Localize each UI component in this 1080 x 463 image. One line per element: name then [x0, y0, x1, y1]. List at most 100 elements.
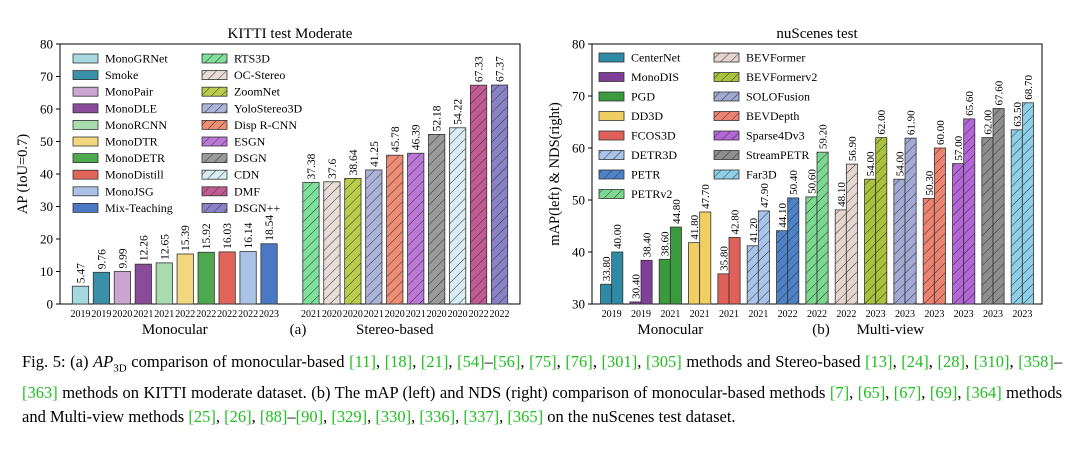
- data-label: 67.60: [994, 80, 1006, 105]
- ref-link[interactable]: [7]: [829, 382, 850, 402]
- ref-link[interactable]: [13]: [865, 352, 893, 371]
- data-label: 50.60: [806, 169, 818, 194]
- bar-map-bevformerv2-hatch: [864, 179, 876, 304]
- bar-nds-dd3d: [699, 211, 712, 305]
- data-label: 16.03: [222, 223, 234, 249]
- data-label: 54.22: [453, 99, 465, 125]
- ref-link[interactable]: [301]: [601, 352, 638, 371]
- legend-swatch-disp-r-cnn-hatch: [202, 120, 227, 130]
- ref-link[interactable]: [336]: [419, 407, 456, 427]
- ref-link[interactable]: [56]: [492, 352, 521, 371]
- legend-label-petr: PETR: [631, 168, 660, 182]
- legend-swatch-detr3d-hatch: [599, 150, 624, 160]
- bar-map-detr3d-hatch: [747, 245, 759, 304]
- x-tick-year: 2022: [490, 309, 510, 320]
- ref-link[interactable]: [21]: [420, 352, 449, 371]
- caption-text-a1: comparison of monocular-based: [131, 352, 345, 371]
- ref-link[interactable]: [69]: [929, 382, 958, 402]
- legend-label-monodetr: MonoDETR: [105, 151, 165, 165]
- data-label: 46.39: [411, 124, 423, 150]
- x-tick-year: 2021: [406, 309, 426, 320]
- bar-nds-sparse4dv3-hatch: [963, 118, 975, 304]
- legend-label-solofusion: SOLOFusion: [746, 90, 810, 104]
- x-tick-year: 2021: [690, 309, 710, 320]
- bar-nds-centernet: [611, 251, 624, 305]
- bar-monodle: [134, 263, 152, 305]
- bar-yolostereo3d-hatch: [365, 169, 382, 304]
- legend-label-disp-r-cnn: Disp R-CNN: [234, 118, 297, 132]
- ref-link[interactable]: [363]: [22, 382, 58, 402]
- caption-fig-label: Fig. 5:: [22, 352, 66, 371]
- legend-swatch-petrv2-hatch: [599, 189, 624, 199]
- ref-link[interactable]: [54]: [457, 352, 485, 371]
- legend-label-monopair: MonoPair: [105, 85, 153, 99]
- bar-monopair: [113, 271, 131, 305]
- legend-swatch-pgd: [598, 91, 625, 102]
- ref-link[interactable]: [310]: [973, 352, 1010, 371]
- ref-link[interactable]: [65]: [857, 382, 886, 402]
- ref-link[interactable]: [26]: [224, 407, 252, 427]
- ref-link[interactable]: [67]: [893, 382, 922, 402]
- ref-link[interactable]: [90]: [295, 407, 324, 427]
- bar-nds-solofusion-hatch: [905, 138, 917, 304]
- y-tick-label: 50: [572, 193, 585, 208]
- nuscenes-chart: nuScenes test 30 40 50 60 70 80 mAP(left) & NDS…: [547, 26, 1043, 338]
- ref-link[interactable]: [358]: [1018, 352, 1054, 371]
- legend-swatch-oc-stereo-hatch: [202, 70, 227, 80]
- ref-link[interactable]: [365]: [507, 407, 544, 427]
- legend-swatch-dd3d: [598, 111, 625, 121]
- ref-range-dash: –: [287, 407, 296, 427]
- legend-label-cdn: CDN: [234, 168, 260, 182]
- bar-map-bevformer-hatch: [835, 209, 847, 304]
- refs-stereo-kitti: [13], [24], [28], [310], [358]–[363]: [22, 352, 1063, 402]
- legend-label-far3d: Far3D: [746, 168, 777, 182]
- chart-title: nuScenes test: [776, 26, 858, 42]
- legend-label-monorcnn: MonoRCNN: [105, 118, 167, 132]
- ref-link[interactable]: [24]: [901, 352, 929, 371]
- data-label: 47.70: [700, 184, 712, 209]
- data-label: 9.99: [117, 248, 129, 268]
- ref-link[interactable]: [18]: [384, 352, 413, 371]
- x-tick-year: 2022: [238, 309, 258, 320]
- ref-link[interactable]: [11]: [349, 352, 376, 371]
- x-tick-year: 2022: [469, 309, 489, 320]
- bar-monodtr: [176, 253, 194, 305]
- bar-map-solofusion-hatch: [893, 179, 905, 304]
- legend-swatch-rts3d-hatch: [202, 54, 227, 63]
- bar-monodetr: [197, 251, 215, 305]
- data-label: 44.80: [671, 199, 683, 224]
- legend-swatch-bevformerv2-hatch: [714, 72, 739, 82]
- y-tick-label: 60: [40, 102, 53, 117]
- ref-link[interactable]: [88]: [259, 407, 288, 427]
- ref-link[interactable]: [75]: [529, 352, 557, 371]
- x-tick-year: 2023: [924, 309, 944, 320]
- ref-link[interactable]: [330]: [375, 407, 412, 427]
- data-label: 40.00: [612, 224, 624, 249]
- bar-smoke: [92, 271, 110, 305]
- bar-nds-monodis: [640, 259, 653, 305]
- ref-link[interactable]: [337]: [463, 407, 500, 427]
- x-tick-year: 2019: [602, 309, 622, 320]
- x-tick-year: 2021: [154, 309, 174, 320]
- legend-swatch-petr-hatch: [599, 170, 624, 179]
- ref-link[interactable]: [364]: [965, 382, 1002, 402]
- data-label: 12.26: [138, 235, 150, 261]
- ref-link[interactable]: [305]: [646, 352, 682, 371]
- legend-label-streampetr: StreamPETR: [746, 148, 809, 162]
- x-tick-year: 2020: [322, 309, 342, 320]
- bar-nds-petr-hatch: [787, 197, 799, 304]
- ref-link[interactable]: [25]: [188, 407, 216, 427]
- legend-swatch-monopair: [72, 86, 99, 97]
- y-axis-label: mAP(left) & NDS(right): [547, 102, 563, 246]
- ref-link[interactable]: [329]: [331, 407, 368, 427]
- data-label: 35.80: [718, 246, 730, 271]
- ref-link[interactable]: [28]: [937, 352, 966, 371]
- legend-swatch-yolostereo3d-hatch: [202, 103, 227, 113]
- ref-link[interactable]: [76]: [565, 352, 593, 371]
- figure-caption: Fig. 5: (a) AP3D comparison of monocular…: [22, 350, 1062, 430]
- legend-label-petrv2: PETRv2: [631, 187, 672, 201]
- legend-swatch-monodtr: [72, 136, 99, 147]
- data-label: 5.47: [75, 263, 87, 283]
- bar-nds-streampetr-hatch: [993, 108, 1005, 304]
- y-tick-label: 70: [40, 69, 53, 84]
